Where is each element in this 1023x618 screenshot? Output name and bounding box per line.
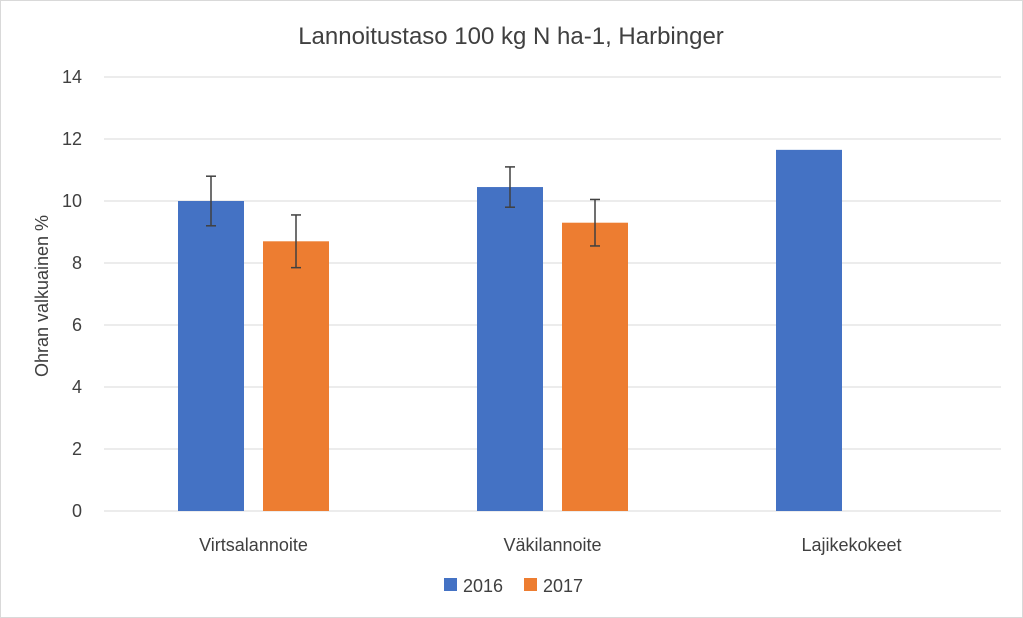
x-category-label: Lajikekokeet [801, 535, 901, 555]
legend-swatch-2016 [444, 578, 457, 591]
chart-title: Lannoitustaso 100 kg N ha-1, Harbinger [298, 23, 724, 50]
bars [178, 149, 842, 512]
y-tick-label: 2 [72, 439, 82, 459]
legend-label-2016: 2016 [463, 576, 503, 596]
error-bars [206, 166, 600, 269]
y-tick-label: 6 [72, 315, 82, 335]
gridlines [104, 76, 1001, 512]
legend-label-2017: 2017 [543, 576, 583, 596]
bar-2017-0 [263, 241, 329, 512]
bar-2016-0 [178, 201, 244, 511]
y-tick-label: 4 [72, 377, 82, 397]
x-category-label: Väkilannoite [503, 535, 601, 555]
bar-2016-2 [776, 149, 842, 511]
y-tick-label: 8 [72, 253, 82, 273]
y-axis-ticks: 0 2 4 6 8 10 12 14 [62, 67, 82, 521]
bar-2017-1 [562, 222, 628, 511]
y-tick-label: 10 [62, 191, 82, 211]
x-category-label: Virtsalannoite [199, 535, 308, 555]
y-tick-label: 0 [72, 501, 82, 521]
legend: 2016 2017 [444, 576, 583, 596]
x-axis-categories: Virtsalannoite Väkilannoite Lajikekokeet [199, 535, 901, 555]
y-tick-label: 12 [62, 129, 82, 149]
y-tick-label: 14 [62, 67, 82, 87]
bar-2016-1 [477, 187, 543, 512]
y-axis-title: Ohran valkuainen % [32, 215, 52, 377]
legend-swatch-2017 [524, 578, 537, 591]
